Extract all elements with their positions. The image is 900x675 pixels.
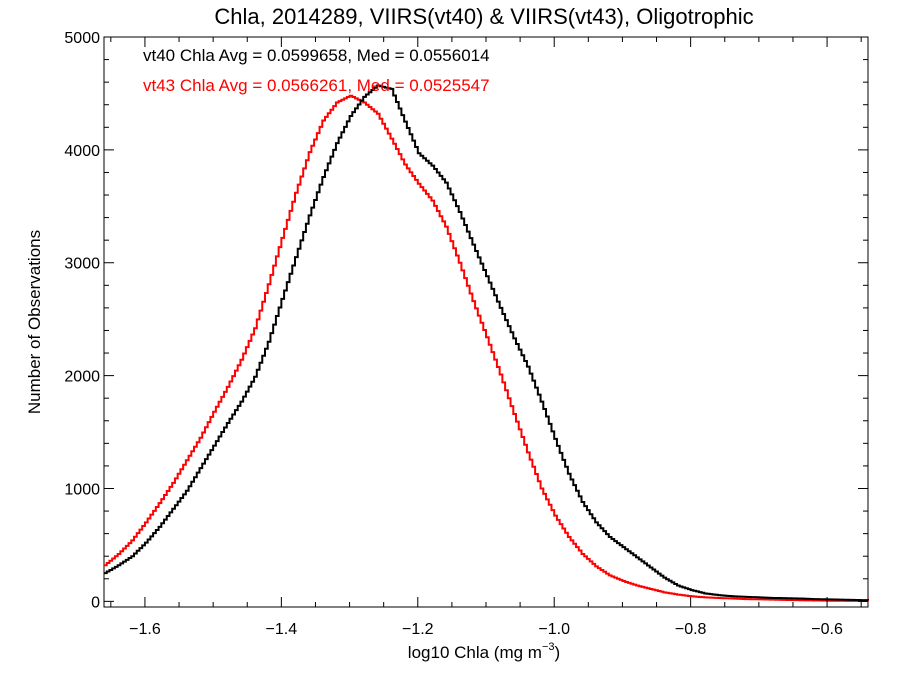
- x-tick-label: −1.0: [538, 621, 570, 638]
- x-tick-label: −0.8: [675, 621, 707, 638]
- y-tick-label: 1000: [64, 481, 100, 498]
- y-tick-label: 5000: [64, 30, 100, 47]
- y-tick-label: 2000: [64, 369, 100, 386]
- plot-area: −1.6 −1.4 −1.2 −1.0 −0.8 −0.6 0 1000 2000 3000 400…: [64, 30, 869, 638]
- series-vt40-line: [104, 84, 869, 602]
- x-tick-label: −1.4: [266, 621, 298, 638]
- chart-title: Chla, 2014289, VIIRS(vt40) & VIIRS(vt43)…: [214, 4, 753, 29]
- series-layer: [104, 84, 869, 602]
- annotation-vt40: vt40 Chla Avg = 0.0599658, Med = 0.05560…: [143, 46, 490, 65]
- series-vt43-line: [104, 94, 869, 602]
- y-axis-label: Number of Observations: [25, 230, 44, 414]
- x-axis-label: log10 Chla (mg m−3): [408, 641, 560, 662]
- x-tick-label: −0.6: [811, 621, 843, 638]
- ticks-layer: −1.6 −1.4 −1.2 −1.0 −0.8 −0.6 0 1000 2000 3000 400…: [64, 30, 868, 638]
- y-tick-label: 3000: [64, 256, 100, 273]
- plot-frame: [103, 36, 869, 608]
- x-tick-label: −1.6: [129, 621, 161, 638]
- annotations: vt40 Chla Avg = 0.0599658, Med = 0.05560…: [143, 46, 490, 95]
- y-tick-label: 4000: [64, 143, 100, 160]
- x-tick-label: −1.2: [402, 621, 434, 638]
- y-tick-label: 0: [91, 594, 100, 611]
- annotation-vt43: vt43 Chla Avg = 0.0566261, Med = 0.05255…: [143, 76, 490, 95]
